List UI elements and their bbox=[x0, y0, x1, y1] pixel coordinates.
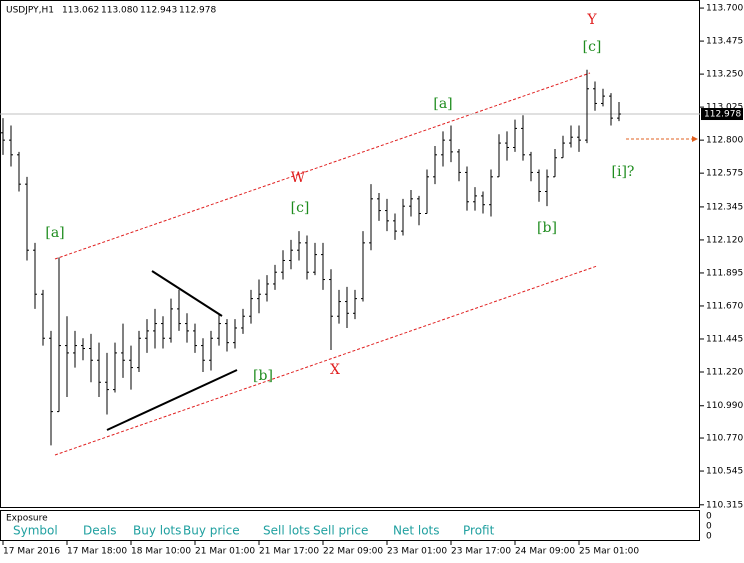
wave-label: [b] bbox=[253, 368, 273, 384]
y-tick-label: 112.120 bbox=[706, 235, 743, 245]
y-tick-label: 110.990 bbox=[706, 401, 743, 411]
x-tick-label: 17 Mar 2016 bbox=[3, 547, 60, 557]
y-tick-label: 112.345 bbox=[706, 202, 743, 212]
wave-label: [a] bbox=[45, 225, 64, 241]
panel-column: Net lots bbox=[393, 524, 440, 538]
projection-arrow bbox=[692, 136, 698, 142]
wave-label: [a] bbox=[433, 96, 452, 112]
channel-lower bbox=[54, 265, 598, 456]
y-tick-label: 111.445 bbox=[706, 334, 743, 344]
triangle-lower bbox=[106, 369, 238, 431]
panel-axis-label: 0 bbox=[706, 532, 712, 542]
x-tick-label: 24 Mar 09:00 bbox=[515, 547, 575, 557]
y-tick-label: 113.250 bbox=[706, 70, 743, 80]
panel-column: Buy price bbox=[183, 524, 240, 538]
y-tick-label: 110.770 bbox=[706, 434, 743, 444]
quote-open: 113.062 bbox=[62, 6, 99, 16]
x-tick-label: 25 Mar 01:00 bbox=[579, 547, 639, 557]
x-tick-label: 17 Mar 18:00 bbox=[67, 547, 127, 557]
quote-low: 112.943 bbox=[140, 6, 177, 16]
x-tick-label: 23 Mar 17:00 bbox=[451, 547, 511, 557]
wave-label: Y bbox=[586, 12, 597, 28]
wave-label: [c] bbox=[583, 39, 602, 55]
channel-upper bbox=[54, 72, 591, 260]
x-tick-label: 21 Mar 01:00 bbox=[195, 547, 255, 557]
exposure-frame bbox=[0, 510, 700, 541]
y-tick-label: 113.475 bbox=[706, 37, 743, 47]
y-tick-label: 112.575 bbox=[706, 169, 743, 179]
y-tick-label: 112.800 bbox=[706, 136, 743, 146]
y-tick-label: 111.895 bbox=[706, 268, 743, 278]
symbol: USDJPY,H1 bbox=[6, 6, 54, 16]
last-price-box bbox=[701, 108, 743, 121]
triangle-upper bbox=[151, 270, 223, 317]
panel-column: Sell price bbox=[313, 524, 368, 538]
plot-frame bbox=[0, 0, 700, 508]
panel-column: Buy lots bbox=[133, 524, 181, 538]
wave-label: [i]? bbox=[612, 164, 635, 180]
x-tick-label: 23 Mar 01:00 bbox=[387, 547, 447, 557]
y-tick-label: 113.025 bbox=[706, 103, 743, 113]
x-tick-label: 18 Mar 10:00 bbox=[131, 547, 191, 557]
panel-column: Sell lots bbox=[263, 524, 310, 538]
wave-label: [c] bbox=[291, 200, 310, 216]
panel-axis-label: 0 bbox=[706, 512, 712, 522]
x-tick-label: 22 Mar 09:00 bbox=[323, 547, 383, 557]
panel-column: Profit bbox=[463, 524, 495, 538]
y-tick-label: 111.670 bbox=[706, 301, 743, 311]
panel-column: Symbol bbox=[13, 524, 58, 538]
y-tick-label: 113.700 bbox=[706, 4, 743, 14]
quote-high: 113.080 bbox=[101, 6, 138, 16]
panel-axis-label: 0 bbox=[706, 522, 712, 532]
panel-column: Deals bbox=[83, 524, 117, 538]
y-tick-label: 111.220 bbox=[706, 367, 743, 377]
last-price-label: 112.978 bbox=[704, 110, 741, 120]
quote-close: 112.978 bbox=[179, 6, 216, 16]
wave-label: W bbox=[291, 170, 306, 186]
y-tick-label: 110.545 bbox=[706, 467, 743, 477]
x-tick-label: 21 Mar 17:00 bbox=[259, 547, 319, 557]
wave-label: X bbox=[330, 362, 340, 378]
y-tick-label: 110.315 bbox=[706, 500, 743, 510]
panel-title: Exposure bbox=[6, 514, 48, 524]
wave-label: [b] bbox=[537, 220, 557, 236]
